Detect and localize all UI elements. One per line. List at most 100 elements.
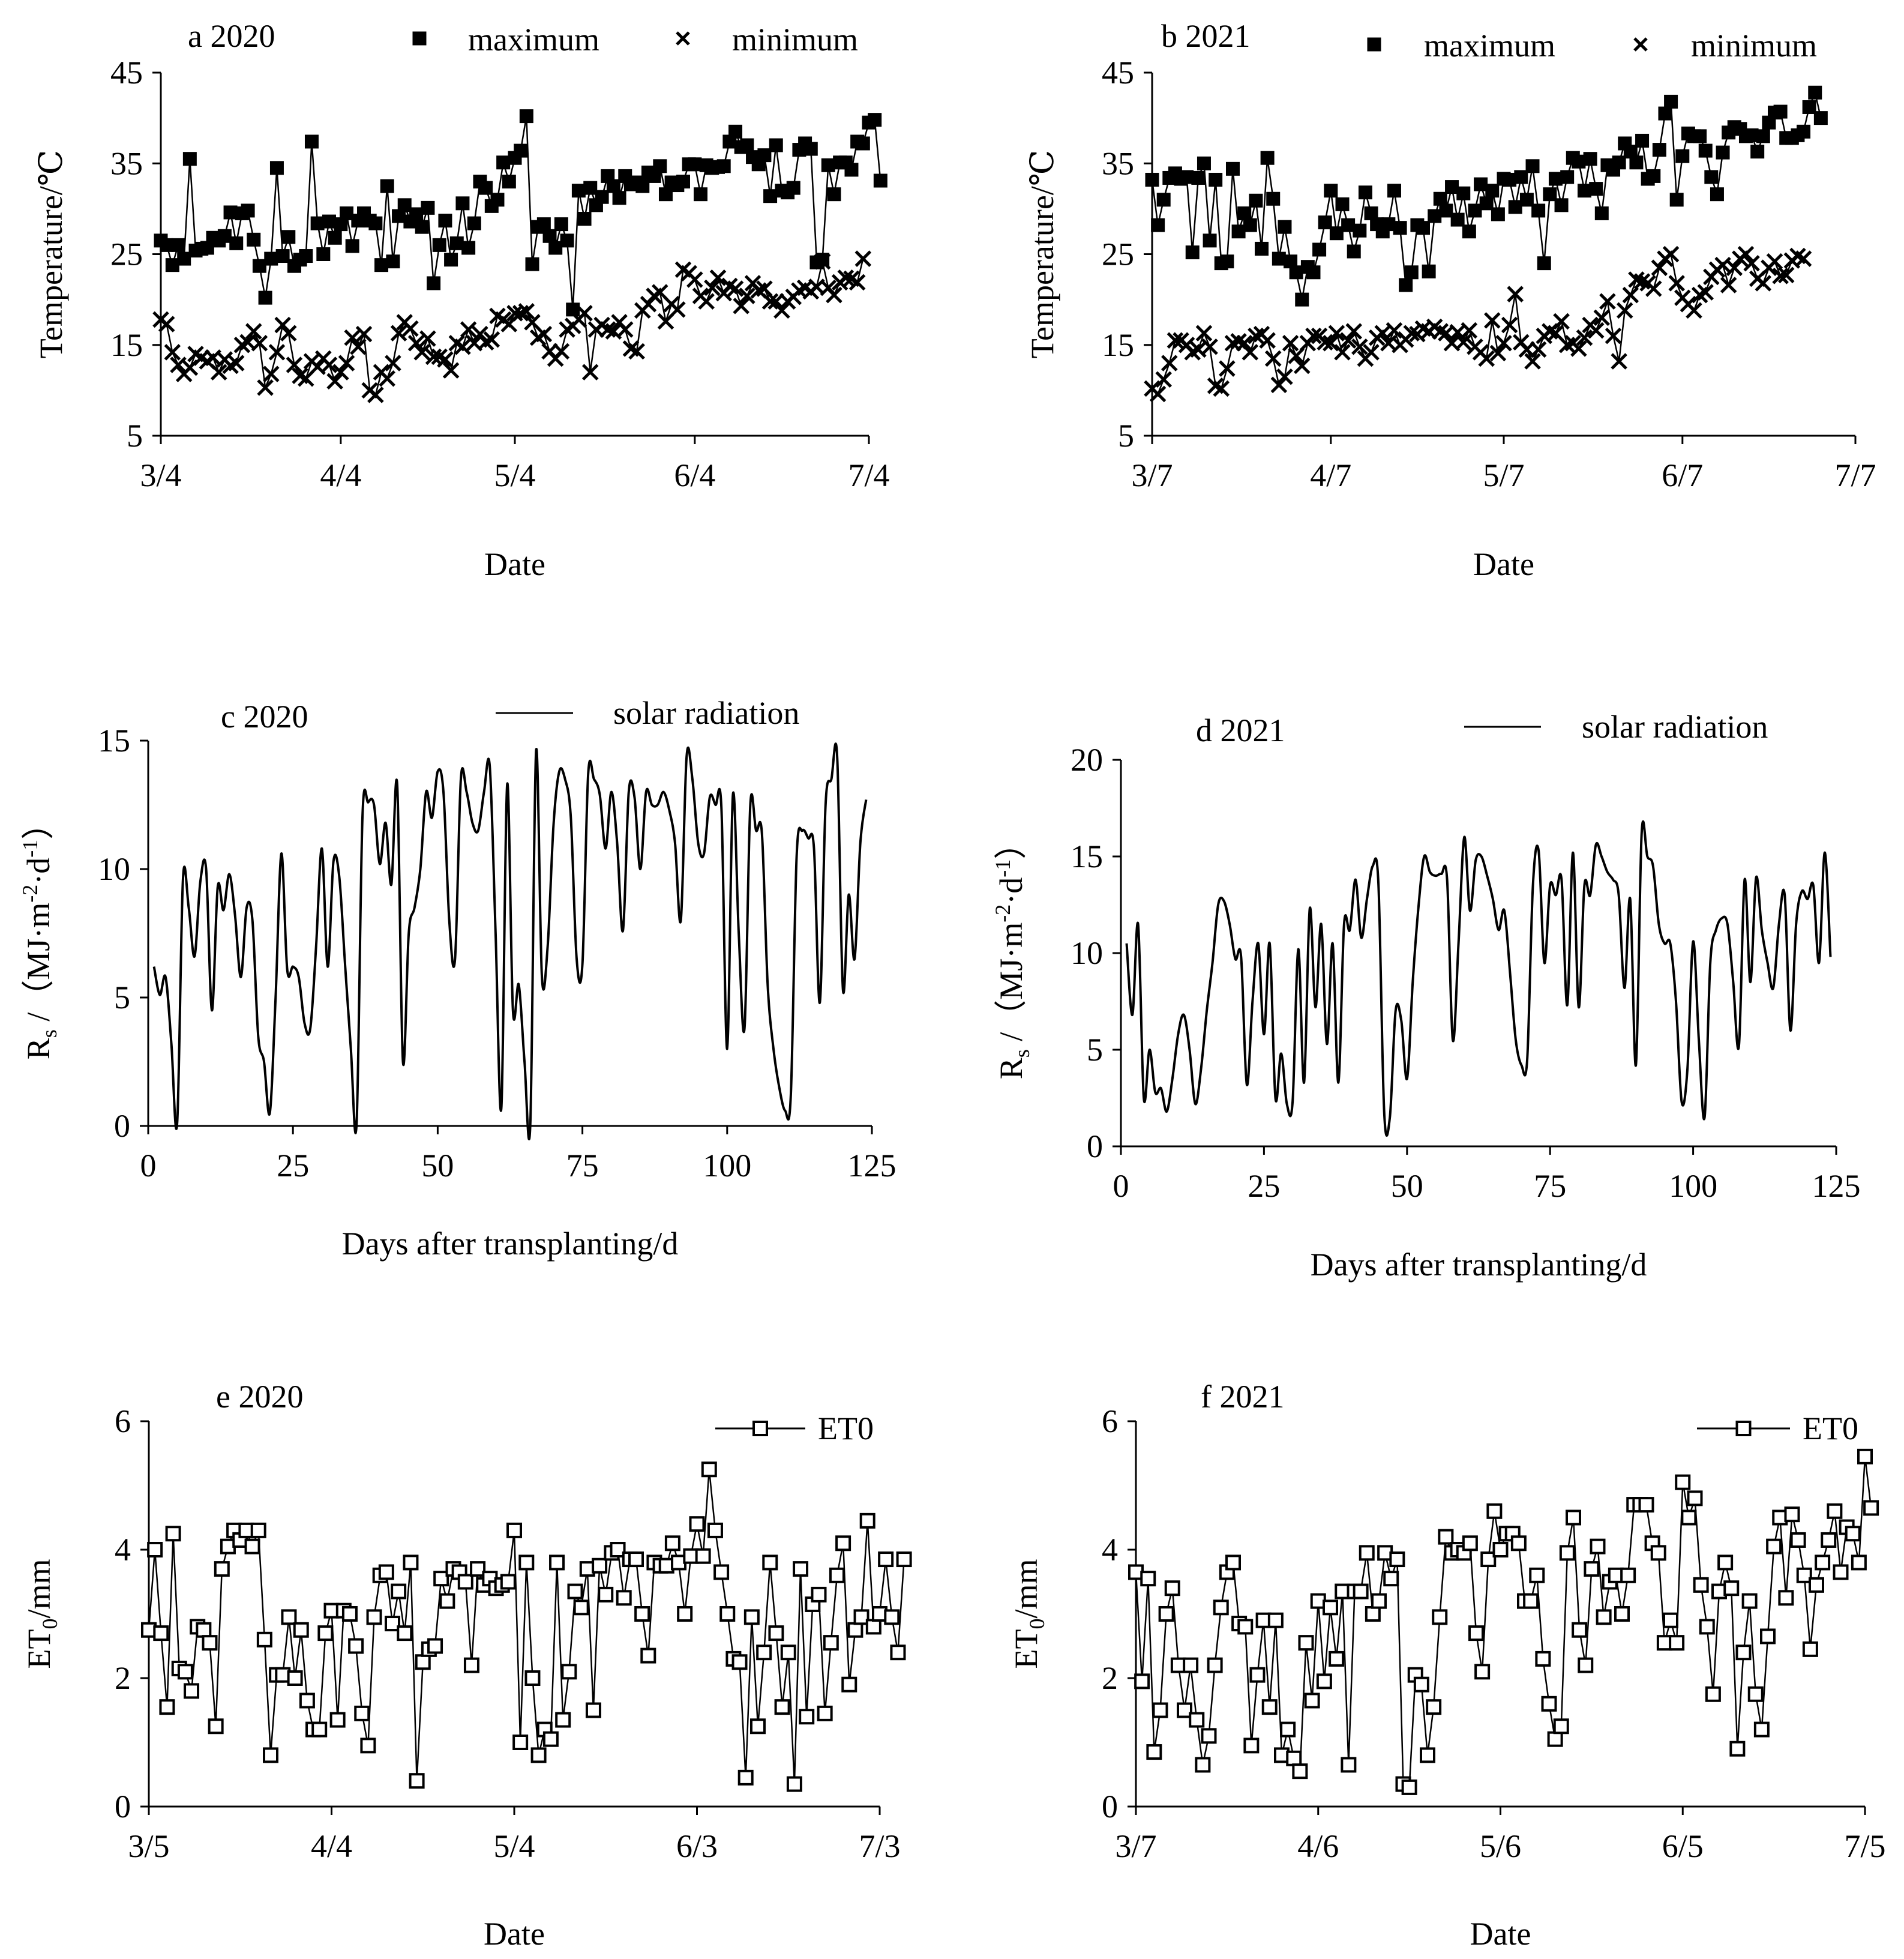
data-point: [1363, 344, 1380, 361]
data-point: [571, 184, 586, 198]
data-point: [1743, 254, 1760, 272]
data-point: [844, 163, 859, 177]
y-tick-label: 2: [1102, 1660, 1118, 1696]
data-point: [1288, 348, 1305, 364]
data-point: [1225, 1554, 1241, 1571]
data-point: [1220, 254, 1234, 269]
data-point: [1599, 293, 1616, 310]
data-point: [454, 339, 471, 355]
data-point: [241, 203, 255, 218]
data-point: [634, 1606, 650, 1622]
x-axis-title: Days after transplanting/d: [342, 1226, 679, 1262]
data-point: [628, 343, 645, 360]
data-point: [1605, 327, 1622, 345]
data-point: [848, 274, 866, 291]
legend-marker: [1367, 37, 1381, 52]
data-point: [1347, 244, 1361, 259]
series-solar-radiation: [152, 742, 868, 1140]
data-point: [617, 321, 634, 338]
data-point: [1614, 1606, 1630, 1622]
x-tick-label: 75: [566, 1148, 599, 1184]
x-tick-label: 6/5: [1662, 1828, 1704, 1864]
data-point: [1158, 1606, 1174, 1622]
data-point: [374, 258, 389, 272]
data-point: [1335, 197, 1350, 211]
data-point: [1726, 259, 1743, 276]
data-point: [1145, 172, 1159, 187]
data-point: [817, 1705, 833, 1721]
data-point: [774, 1699, 790, 1715]
data-point: [1735, 1645, 1752, 1661]
x-tick-label: 3/7: [1115, 1828, 1156, 1864]
data-point: [1304, 1693, 1320, 1709]
chart-panel-a: 5 15 25 35 45 3/4 4/4 5/4 6/4 7/4 Date Temperature/…: [33, 18, 890, 582]
data-point: [740, 138, 754, 152]
data-point: [419, 330, 436, 347]
data-point: [229, 236, 244, 250]
data-point: [1334, 344, 1351, 361]
data-point: [1152, 1702, 1168, 1718]
y-axis-title-part: -1: [18, 840, 42, 858]
data-point: [1401, 1779, 1417, 1795]
data-point: [1197, 156, 1211, 170]
x-tick-label: 100: [1669, 1168, 1717, 1204]
data-point: [1566, 1509, 1581, 1526]
data-point: [827, 187, 841, 202]
data-point: [1433, 191, 1447, 206]
legend-label: ET0: [818, 1410, 874, 1446]
data-point: [1778, 1590, 1794, 1606]
data-point: [1784, 1506, 1800, 1523]
data-point: [1323, 334, 1339, 352]
series-line: [152, 742, 868, 1140]
data-point: [598, 1586, 614, 1602]
data-point: [367, 387, 384, 403]
data-point: [1531, 203, 1546, 218]
chart-panel-b: 5 15 25 35 45 3/7 4/7 5/7 6/7 7/7 Date Temperature/…: [1024, 18, 1876, 582]
y-axis-title-part: -2: [18, 885, 42, 903]
data-point: [686, 271, 703, 288]
x-tick-label: 0: [1113, 1168, 1129, 1204]
data-point: [1381, 217, 1396, 232]
chart-panel-c: 0 5 10 15 0 25 50 75 100 125 Days after transplant…: [18, 695, 896, 1262]
data-point: [1328, 325, 1345, 342]
data-point: [1276, 368, 1293, 385]
data-point: [688, 157, 702, 172]
data-point: [890, 1645, 906, 1661]
data-point: [573, 1599, 589, 1616]
y-tick-label: 0: [115, 1789, 131, 1825]
data-point: [483, 331, 500, 348]
data-point: [1413, 1676, 1429, 1693]
data-point: [1747, 1686, 1764, 1702]
data-point: [1723, 1580, 1740, 1596]
data-point: [1249, 193, 1263, 208]
y-tick-label: 10: [1071, 935, 1103, 971]
y-axis-title-part: ET: [1008, 1629, 1044, 1669]
data-point: [1525, 159, 1540, 173]
data-point: [1612, 155, 1626, 170]
x-tick-label: 25: [277, 1148, 309, 1184]
data-point: [664, 1535, 680, 1551]
data-point: [165, 258, 179, 272]
y-axis-title-part: ET: [21, 1629, 57, 1669]
data-point: [366, 1609, 382, 1625]
data-point: [311, 1721, 328, 1738]
data-point: [332, 364, 349, 381]
data-point: [1140, 1571, 1156, 1587]
data-point: [1669, 1635, 1685, 1651]
data-point: [1167, 332, 1184, 349]
data-point: [1507, 286, 1524, 302]
data-point: [1809, 1577, 1824, 1593]
x-tick-label: 25: [1248, 1168, 1280, 1204]
data-point: [1821, 1532, 1837, 1548]
y-tick-label: 35: [110, 145, 143, 181]
legend-label: maximum: [1424, 28, 1555, 64]
data-point: [217, 229, 232, 243]
data-point: [1652, 143, 1666, 157]
data-point: [743, 1609, 760, 1625]
data-point: [378, 1564, 394, 1580]
data-point: [1341, 1757, 1357, 1773]
panel-label: c 2020: [221, 699, 308, 735]
data-point: [1207, 1657, 1223, 1673]
y-tick-label: 0: [114, 1108, 130, 1144]
data-point: [853, 1609, 869, 1625]
